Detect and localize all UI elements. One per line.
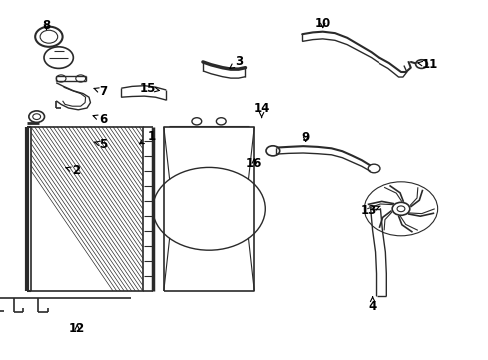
Text: 7: 7 bbox=[94, 85, 107, 98]
Text: 6: 6 bbox=[93, 113, 107, 126]
Text: 2: 2 bbox=[66, 165, 80, 177]
Text: 5: 5 bbox=[94, 138, 107, 151]
Text: 4: 4 bbox=[368, 297, 376, 313]
Text: 11: 11 bbox=[417, 58, 437, 71]
Text: 15: 15 bbox=[139, 82, 159, 95]
Text: 3: 3 bbox=[229, 55, 243, 68]
Text: 8: 8 bbox=[42, 19, 50, 32]
Text: 13: 13 bbox=[360, 204, 379, 217]
Text: 9: 9 bbox=[301, 131, 309, 144]
Text: 16: 16 bbox=[245, 157, 262, 170]
Text: 10: 10 bbox=[314, 17, 330, 30]
Text: 14: 14 bbox=[253, 102, 269, 117]
Text: 1: 1 bbox=[139, 130, 155, 144]
Text: 12: 12 bbox=[69, 322, 85, 335]
